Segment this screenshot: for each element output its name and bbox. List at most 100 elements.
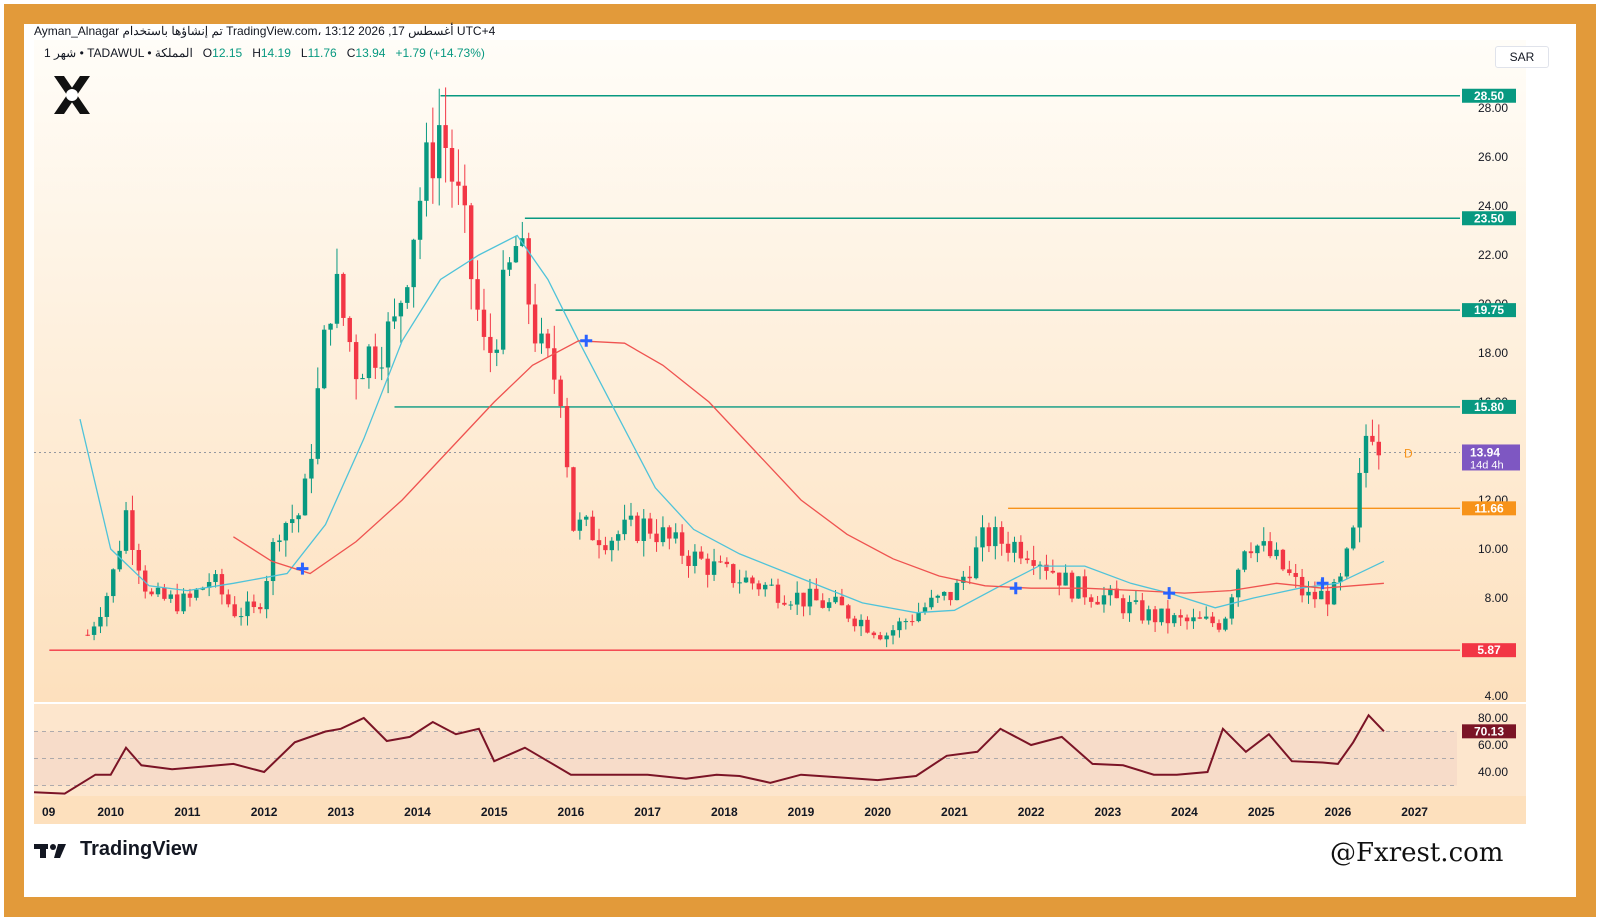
candle-body xyxy=(302,478,308,516)
candle-body xyxy=(756,583,762,590)
candle-body xyxy=(456,181,461,186)
candle-body xyxy=(788,604,793,606)
candle-body xyxy=(571,467,576,531)
candle-body xyxy=(353,342,359,380)
candle-body xyxy=(852,618,857,627)
time-tick-label: 2016 xyxy=(558,805,585,819)
candle-body xyxy=(111,569,116,597)
candle-body xyxy=(437,125,442,179)
candle-body xyxy=(1184,617,1190,622)
candle-body xyxy=(500,269,506,350)
open-value: 12.15 xyxy=(212,46,243,60)
candle-body xyxy=(347,317,352,343)
level-tag-label: 5.87 xyxy=(1477,643,1501,657)
high-value: 14.19 xyxy=(260,46,291,60)
candle-body xyxy=(590,516,595,541)
time-tick-label: 2014 xyxy=(404,805,431,819)
price-tick-label: 24.00 xyxy=(1478,199,1508,213)
candle-body xyxy=(1095,601,1100,605)
candle-body xyxy=(258,607,263,610)
candle-body xyxy=(839,596,845,606)
currency-button[interactable]: SAR xyxy=(1495,46,1549,68)
candle-body xyxy=(973,547,979,579)
time-tick-label: 2010 xyxy=(97,805,124,819)
low-value: 11.76 xyxy=(307,46,337,60)
candle-body xyxy=(1082,576,1087,598)
candle-body xyxy=(328,323,333,330)
candle-body xyxy=(1344,548,1350,577)
last-price-label: 13.94 xyxy=(1470,445,1500,459)
candle-body xyxy=(884,635,889,640)
low-label: L xyxy=(300,46,308,60)
candle-body xyxy=(405,287,410,303)
rsi-line xyxy=(33,713,1385,795)
candle-body xyxy=(123,510,129,551)
level-tag xyxy=(1462,399,1516,414)
candle-body xyxy=(379,367,384,369)
price-tick-label: 28.00 xyxy=(1478,101,1508,115)
candle-body xyxy=(692,551,698,566)
candle-body xyxy=(865,619,870,633)
candle-body xyxy=(468,205,474,280)
candle-body xyxy=(916,612,921,622)
candle-body xyxy=(967,576,972,579)
candle-body xyxy=(1229,597,1234,619)
candle-body xyxy=(1267,541,1273,557)
candle-body xyxy=(910,621,915,623)
candle-body xyxy=(743,577,749,583)
close-label: C xyxy=(346,46,356,60)
candle-body xyxy=(136,549,142,571)
candle-body xyxy=(1287,569,1292,573)
candle-body xyxy=(558,379,563,406)
time-tick-label: 2021 xyxy=(941,805,968,819)
candle-body xyxy=(1204,616,1209,619)
candle-body xyxy=(1120,598,1126,614)
candle-body xyxy=(1370,435,1375,442)
cross-marker xyxy=(580,334,593,347)
candle-body xyxy=(213,574,218,583)
candle-body xyxy=(846,605,851,619)
candle-body xyxy=(1037,564,1043,566)
candle-body xyxy=(1140,600,1145,621)
time-tick-label: 2017 xyxy=(634,805,661,819)
candle-body xyxy=(1050,570,1056,573)
candle-body xyxy=(635,515,640,541)
candle-body xyxy=(98,616,103,627)
candle-body xyxy=(922,607,928,613)
candle-body xyxy=(398,302,404,317)
time-tick-label: 2024 xyxy=(1171,805,1198,819)
candle-body xyxy=(481,309,487,337)
candle-body xyxy=(449,147,455,182)
candle-body xyxy=(686,555,691,566)
tradingview-logo[interactable]: TradingView xyxy=(34,838,197,861)
candle-body xyxy=(731,564,736,584)
last-price-tag xyxy=(1462,444,1520,471)
candle-body xyxy=(763,584,768,590)
candle-body xyxy=(1152,609,1158,623)
author-line: Ayman_Alnagar تم إنشاؤها باستخدام Tradin… xyxy=(34,24,496,38)
candle-body xyxy=(341,273,346,318)
candle-body xyxy=(392,316,397,322)
candle-body xyxy=(1280,549,1286,570)
candle-body xyxy=(385,321,391,368)
candle-body xyxy=(1312,591,1318,600)
candle-body xyxy=(411,239,416,288)
candle-body xyxy=(1159,608,1164,623)
candle-body xyxy=(718,561,723,563)
time-tick-label: 2026 xyxy=(1325,805,1352,819)
candle-body xyxy=(315,388,320,459)
symbol-info[interactable]: شهر 1 • TADAWUL • المملكة xyxy=(44,46,193,60)
price-tick-label: 4.00 xyxy=(1485,689,1509,703)
candle-body xyxy=(85,634,90,636)
candle-body xyxy=(539,333,544,344)
candle-body xyxy=(91,626,97,635)
candle-body xyxy=(750,577,755,584)
candle-body xyxy=(903,621,909,623)
candle-body xyxy=(820,600,825,608)
candle-body xyxy=(1178,615,1183,618)
candle-body xyxy=(1261,541,1266,546)
rsi-value-label: 70.13 xyxy=(1474,724,1504,738)
candle-body xyxy=(366,346,372,379)
candle-body xyxy=(801,592,806,607)
